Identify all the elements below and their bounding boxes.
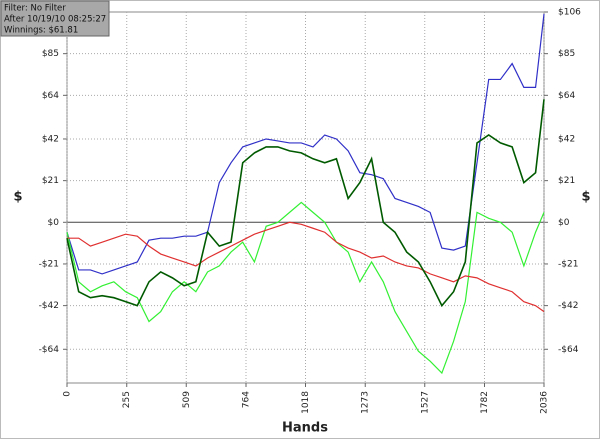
y2-tick-label: -$42	[558, 301, 578, 311]
x-tick-label: 1782	[480, 391, 490, 414]
y-tick-label: -$42	[39, 301, 59, 311]
y2-tick-label: $106	[558, 8, 581, 18]
x-tick-label: 1273	[361, 391, 371, 414]
y-tick-label: -$64	[39, 345, 60, 355]
x-tick-label: 255	[122, 391, 132, 408]
series-line	[66, 99, 545, 308]
x-tick-label: 764	[241, 391, 251, 408]
y2-tick-label: $64	[558, 91, 575, 101]
y2-tick-label: $85	[558, 49, 575, 59]
y2-tick-label: $0	[558, 218, 570, 228]
y2-tick-label: -$64	[558, 345, 579, 355]
y2-tick-label: $21	[558, 176, 575, 186]
y2-tick-label: -$21	[558, 259, 578, 269]
x-tick-label: 0	[63, 391, 73, 397]
y-tick-label: $0	[48, 218, 60, 228]
x-tick-label: 509	[182, 391, 192, 408]
legend-text: Filter: No Filter	[4, 4, 66, 14]
x-tick-label: 2036	[540, 391, 550, 414]
y-tick-label: $21	[42, 176, 59, 186]
series-line	[66, 201, 545, 375]
series-line	[67, 221, 545, 313]
legend-box	[0, 0, 110, 37]
x-axis-label: Hands	[282, 421, 328, 436]
y-tick-label: -$21	[39, 259, 59, 269]
y2-axis-label: $	[581, 190, 590, 205]
y-tick-label: $42	[42, 134, 59, 144]
legend-text: After 10/19/10 08:25:27	[4, 15, 106, 25]
y-axis-label: $	[13, 190, 22, 205]
legend-text: Winnings: $61.81	[4, 26, 78, 36]
y2-tick-label: $42	[558, 134, 575, 144]
x-tick-label: 1018	[301, 391, 311, 414]
y-tick-label: $64	[42, 91, 59, 101]
x-tick-label: 1527	[420, 391, 430, 414]
y-tick-label: $85	[42, 49, 59, 59]
